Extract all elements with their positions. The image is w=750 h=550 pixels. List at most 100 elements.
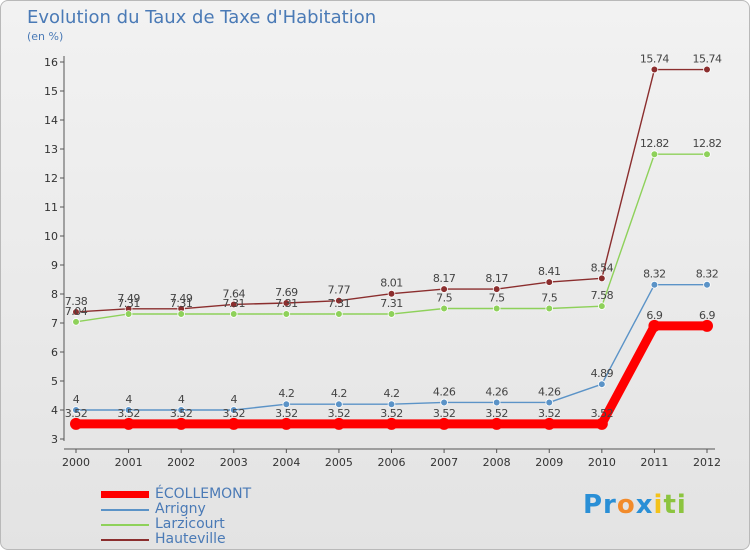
data-label-hauteville: 15.74 [640, 53, 669, 66]
data-point-larzicourt [387, 310, 396, 318]
data-label--collemont: 3.52 [328, 407, 351, 420]
data-point-arrigny [229, 406, 238, 414]
data-point--collemont [175, 417, 188, 430]
data-point-hauteville [229, 300, 238, 309]
data-label-hauteville: 8.17 [485, 272, 508, 285]
data-label-hauteville: 15.74 [693, 53, 722, 66]
data-label-arrigny: 4.26 [433, 385, 456, 398]
data-point-arrigny [545, 398, 554, 407]
data-point-hauteville [545, 278, 554, 286]
data-label-arrigny: 4.2 [331, 387, 347, 400]
chart-title: Evolution du Taux de Taxe d'Habitation [27, 7, 377, 28]
data-point-hauteville [282, 299, 291, 307]
data-label-hauteville: 7.38 [65, 295, 88, 308]
legend-label-hauteville: Hauteville [155, 531, 226, 547]
data-label-hauteville: 8.41 [538, 265, 561, 278]
data-point-larzicourt [703, 150, 711, 159]
data-label-larzicourt: 12.82 [693, 137, 722, 150]
data-label-arrigny: 4 [231, 393, 238, 406]
data-label-hauteville: 8.54 [591, 261, 614, 274]
data-label-larzicourt: 12.82 [640, 137, 669, 150]
data-point--collemont [543, 417, 556, 430]
data-label-larzicourt: 7.04 [65, 305, 88, 318]
data-point-larzicourt [177, 310, 185, 318]
data-label-arrigny: 4.2 [278, 387, 294, 400]
data-label-larzicourt: 7.31 [328, 297, 351, 310]
data-point-larzicourt [650, 150, 659, 159]
data-point-larzicourt [124, 310, 133, 318]
data-point-hauteville [703, 65, 711, 74]
y-tick-label: 10 [44, 230, 58, 243]
data-label--collemont: 3.52 [223, 407, 246, 420]
data-point--collemont [701, 319, 713, 332]
x-tick-label: 2002 [167, 456, 195, 469]
x-tick-label: 2011 [640, 456, 668, 469]
data-point-arrigny [177, 406, 185, 414]
y-tick-label: 16 [44, 56, 58, 69]
series-points-layer [70, 65, 713, 430]
y-tick-label: 14 [44, 114, 58, 127]
data-point-hauteville [492, 285, 501, 293]
x-tick-label: 2006 [378, 456, 406, 469]
data-label--collemont: 3.52 [485, 407, 508, 420]
data-point--collemont [490, 417, 503, 430]
data-label-hauteville: 7.69 [275, 286, 298, 299]
x-tick-label: 2007 [430, 456, 458, 469]
data-label--collemont: 3.52 [380, 407, 403, 420]
y-tick-label: 5 [51, 375, 58, 388]
data-label-larzicourt: 7.5 [489, 292, 505, 305]
data-label-hauteville: 7.64 [223, 287, 246, 300]
data-point--collemont [227, 417, 240, 430]
data-label--collemont: 3.52 [275, 407, 298, 420]
data-label-arrigny: 8.32 [643, 268, 666, 281]
data-label--collemont: 3.52 [65, 407, 88, 420]
legend-label-ecollemont: ÉCOLLEMONT [155, 486, 252, 502]
data-point--collemont [332, 417, 345, 430]
data-label-larzicourt: 7.31 [170, 297, 193, 310]
data-label--collemont: 6.9 [699, 309, 715, 322]
data-label-hauteville: 8.17 [433, 272, 456, 285]
data-point-hauteville [387, 289, 396, 298]
data-point--collemont [595, 417, 608, 430]
data-label-arrigny: 4.26 [538, 385, 561, 398]
data-point-arrigny [335, 400, 343, 409]
chart-subtitle: (en %) [27, 30, 64, 43]
data-point-hauteville [72, 308, 80, 316]
data-point-larzicourt [72, 318, 80, 326]
x-tick-label: 2000 [62, 456, 90, 469]
data-point-hauteville [335, 296, 343, 305]
legend-swatch-hauteville [101, 539, 149, 541]
data-point-arrigny [72, 406, 80, 414]
y-tick-label: 4 [51, 404, 58, 417]
proxiti-logo: Proxiti [583, 490, 687, 520]
data-label--collemont: 3.52 [591, 407, 614, 420]
y-tick-label: 8 [51, 288, 58, 301]
data-label-arrigny: 8.32 [696, 268, 719, 281]
data-point-larzicourt [282, 310, 291, 318]
data-point--collemont [385, 417, 398, 430]
data-point-hauteville [650, 65, 659, 74]
data-label-arrigny: 4 [178, 393, 185, 406]
x-tick-label: 2008 [483, 456, 511, 469]
data-point-larzicourt [598, 302, 606, 310]
data-label-larzicourt: 7.31 [117, 297, 140, 310]
data-label-arrigny: 4 [125, 393, 132, 406]
legend-label-arrigny: Arrigny [155, 501, 206, 517]
y-tick-label: 13 [44, 143, 58, 156]
data-label-arrigny: 4 [73, 393, 80, 406]
y-tick-label: 6 [51, 346, 58, 359]
data-point-larzicourt [335, 310, 343, 318]
data-point-larzicourt [492, 304, 501, 313]
data-label--collemont: 6.9 [646, 309, 662, 322]
data-label--collemont: 3.52 [538, 407, 561, 420]
y-tick-label: 12 [44, 172, 58, 185]
legend-swatch-arrigny [101, 509, 149, 511]
data-label-larzicourt: 7.31 [223, 297, 246, 310]
data-label-hauteville: 7.77 [328, 284, 351, 297]
y-tick-label: 7 [51, 317, 58, 330]
data-point--collemont [122, 417, 135, 430]
data-label-arrigny: 4.89 [591, 367, 614, 380]
data-point-arrigny [598, 380, 606, 388]
data-point-larzicourt [440, 304, 448, 313]
